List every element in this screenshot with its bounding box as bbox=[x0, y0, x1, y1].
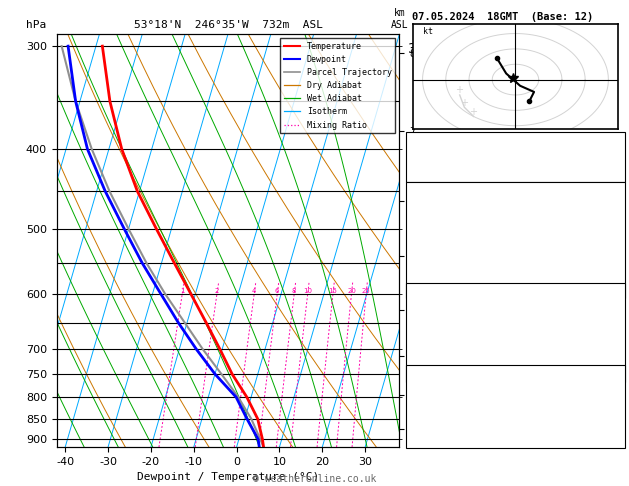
Text: 70°: 70° bbox=[604, 418, 622, 428]
Text: Pressure (mb): Pressure (mb) bbox=[408, 303, 484, 312]
Text: 4: 4 bbox=[616, 336, 622, 346]
Text: 6: 6 bbox=[275, 288, 279, 294]
Text: 303: 303 bbox=[604, 235, 622, 245]
Text: 0: 0 bbox=[616, 268, 622, 278]
X-axis label: Dewpoint / Temperature (°C): Dewpoint / Temperature (°C) bbox=[137, 472, 319, 483]
Text: StmDir: StmDir bbox=[408, 418, 443, 428]
Text: 15: 15 bbox=[328, 288, 337, 294]
Text: 8: 8 bbox=[292, 288, 296, 294]
Text: CAPE (J): CAPE (J) bbox=[408, 268, 455, 278]
Text: Dewp (°C): Dewp (°C) bbox=[408, 219, 461, 228]
Text: 07.05.2024  18GMT  (Base: 12): 07.05.2024 18GMT (Base: 12) bbox=[412, 12, 593, 22]
Text: 0: 0 bbox=[616, 352, 622, 362]
Text: Totals Totals: Totals Totals bbox=[408, 152, 484, 162]
Text: θᵉ (K): θᵉ (K) bbox=[408, 319, 443, 329]
Text: Most Unstable: Most Unstable bbox=[477, 286, 554, 296]
Text: 4: 4 bbox=[252, 288, 257, 294]
Text: EH: EH bbox=[408, 385, 420, 395]
Text: +: + bbox=[455, 86, 463, 95]
Text: 21: 21 bbox=[610, 136, 622, 145]
Text: 1: 1 bbox=[180, 288, 184, 294]
Text: km
ASL: km ASL bbox=[391, 8, 408, 30]
Text: CIN (J): CIN (J) bbox=[408, 369, 449, 379]
Text: +: + bbox=[460, 98, 468, 108]
Text: StmSpd (kt): StmSpd (kt) bbox=[408, 435, 473, 445]
Text: 25: 25 bbox=[362, 288, 370, 294]
Text: 2: 2 bbox=[214, 288, 219, 294]
Text: PW (cm): PW (cm) bbox=[408, 169, 449, 178]
Text: Temp (°C): Temp (°C) bbox=[408, 202, 461, 212]
Text: 5.3: 5.3 bbox=[604, 219, 622, 228]
Text: Surface: Surface bbox=[494, 186, 536, 195]
Text: 0: 0 bbox=[616, 369, 622, 379]
Text: 312: 312 bbox=[604, 319, 622, 329]
Text: Lifted Index: Lifted Index bbox=[408, 252, 479, 261]
Text: kt: kt bbox=[423, 27, 433, 35]
Text: 187: 187 bbox=[604, 402, 622, 412]
Text: CIN (J): CIN (J) bbox=[408, 285, 449, 295]
Text: Lifted Index: Lifted Index bbox=[408, 336, 479, 346]
Text: 20: 20 bbox=[347, 288, 356, 294]
Text: 650: 650 bbox=[604, 303, 622, 312]
Text: © weatheronline.co.uk: © weatheronline.co.uk bbox=[253, 473, 376, 484]
Text: K: K bbox=[408, 136, 414, 145]
Text: LCL: LCL bbox=[461, 427, 479, 437]
Text: θᵉ(K): θᵉ(K) bbox=[408, 235, 438, 245]
Text: 8: 8 bbox=[616, 435, 622, 445]
Text: 0: 0 bbox=[616, 285, 622, 295]
Text: 213: 213 bbox=[604, 385, 622, 395]
Text: Hodograph: Hodograph bbox=[489, 369, 542, 379]
Text: Mixing Ratio (g/kg): Mixing Ratio (g/kg) bbox=[470, 185, 480, 296]
Text: 38: 38 bbox=[610, 152, 622, 162]
Title: 53°18'N  246°35'W  732m  ASL: 53°18'N 246°35'W 732m ASL bbox=[133, 20, 323, 31]
Text: SREH: SREH bbox=[408, 402, 431, 412]
Text: hPa: hPa bbox=[26, 20, 46, 30]
Legend: Temperature, Dewpoint, Parcel Trajectory, Dry Adiabat, Wet Adiabat, Isotherm, Mi: Temperature, Dewpoint, Parcel Trajectory… bbox=[281, 38, 395, 133]
Text: 1.84: 1.84 bbox=[599, 169, 622, 178]
Text: 6.3: 6.3 bbox=[604, 202, 622, 212]
Text: CAPE (J): CAPE (J) bbox=[408, 352, 455, 362]
Text: +: + bbox=[469, 107, 477, 117]
Text: 10: 10 bbox=[303, 288, 312, 294]
Text: 11: 11 bbox=[610, 252, 622, 261]
